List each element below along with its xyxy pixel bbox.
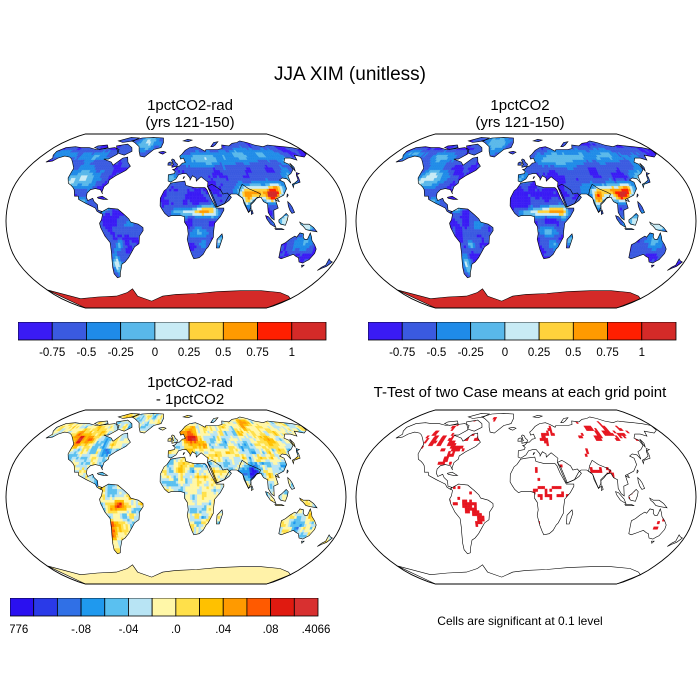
colorbar-panel-2: -0.75 -0.5 -0.25 0 0.25 0.5 0.75 1 [368, 322, 677, 359]
colorbar-swatch [436, 322, 472, 341]
colorbar-swatch [199, 598, 224, 617]
map-border [355, 409, 697, 585]
colorbar-label: -0.75 [39, 347, 65, 359]
colorbar-label: -.08 [71, 624, 91, 636]
colorbar-swatch [291, 322, 327, 341]
colorbar-swatch [246, 598, 272, 617]
colorbar-swatch [128, 598, 153, 617]
ocean [356, 410, 696, 584]
colorbar-swatch [222, 322, 258, 341]
colorbar-label: 0.5 [215, 347, 231, 359]
colorbar-label: -0.75 [389, 347, 415, 359]
colorbar-label: 0.75 [246, 347, 268, 359]
panel-2-title: 1pctCO2 (yrs 121-150) [360, 97, 680, 131]
panel-1-title: 1pctCO2-rad (yrs 121-150) [30, 97, 350, 131]
map-panel-1pctco2-rad [5, 133, 347, 309]
panel-1-title-line1: 1pctCO2-rad [30, 97, 350, 114]
significance-note: Cells are significant at 0.1 level [360, 614, 680, 628]
ocean [356, 134, 696, 308]
colorbar-swatch [538, 322, 574, 341]
panel-4-title: T-Test of two Case means at each grid po… [345, 384, 695, 401]
antarctica [396, 564, 641, 585]
colorbar-label: 1 [639, 347, 645, 359]
colorbar-swatch [10, 598, 35, 617]
coastlines [45, 137, 333, 279]
antarctica [46, 564, 291, 585]
colorbar-label: 1 [289, 347, 295, 359]
colorbar-swatch [222, 598, 248, 617]
panel-4-title-line1: T-Test of two Case means at each grid po… [345, 384, 695, 401]
colorbar-swatch [18, 322, 53, 341]
colorbar-label: .08 [263, 624, 279, 636]
antarctica [46, 288, 291, 309]
colorbar-panel-3: -.4776 -.08 -.04 .0 .04 .08 .4066 [10, 598, 331, 636]
colorbar-swatch [368, 322, 403, 341]
colorbar-swatch [607, 322, 643, 341]
colorbar-swatch [257, 322, 293, 341]
antarctica [396, 288, 641, 309]
colorbar-label: -0.5 [426, 347, 446, 359]
colorbar-swatch [270, 598, 295, 617]
colorbar-swatch [80, 598, 106, 617]
coastlines [395, 137, 683, 279]
colorbar-swatch [151, 598, 177, 617]
colorbar-label: 0 [502, 347, 508, 359]
colorbar-swatch [293, 598, 319, 617]
map-panel-1pctco2 [355, 133, 697, 309]
map-panel-difference [5, 409, 347, 585]
colorbar-label: .4066 [302, 624, 331, 636]
colorbar-label: -0.25 [108, 347, 134, 359]
colorbar-swatch [154, 322, 190, 341]
colorbar-label: 0.25 [178, 347, 200, 359]
panel-1-title-line2: (yrs 121-150) [30, 114, 350, 131]
panel-3-title-line2: - 1pctCO2 [30, 391, 350, 408]
colorbar-swatch [641, 322, 677, 341]
coastlines [395, 413, 683, 555]
colorbar-label: .04 [215, 624, 232, 636]
colorbar-swatch [104, 598, 129, 617]
panel-3-title: 1pctCO2-rad - 1pctCO2 [30, 374, 350, 408]
map-border [5, 409, 347, 585]
colorbar-swatch [470, 322, 506, 341]
colorbar-label: 0 [152, 347, 158, 359]
colorbar-label: 0.5 [565, 347, 581, 359]
map-panel-ttest [355, 409, 697, 585]
colorbar-label: -.4776 [10, 624, 28, 636]
colorbar-swatch [572, 322, 608, 341]
colorbar-panel-1: -0.75 -0.5 -0.25 0 0.25 0.5 0.75 1 [18, 322, 327, 359]
panel-3-title-line1: 1pctCO2-rad [30, 374, 350, 391]
figure-title: JJA XIM (unitless) [0, 64, 700, 86]
ocean [6, 410, 346, 584]
colorbar-label: 0.25 [528, 347, 550, 359]
ocean [6, 134, 346, 308]
colorbar-swatch [401, 322, 437, 341]
colorbar-label: -0.5 [76, 347, 96, 359]
colorbar-swatch [188, 322, 224, 341]
colorbar-swatch [33, 598, 58, 617]
coastlines [45, 413, 333, 555]
colorbar-swatch [504, 322, 540, 341]
colorbar-swatch [56, 598, 82, 617]
colorbar-label: -0.25 [458, 347, 484, 359]
colorbar-swatch [86, 322, 122, 341]
panel-2-title-line1: 1pctCO2 [360, 97, 680, 114]
colorbar-swatch [120, 322, 156, 341]
colorbar-swatch [51, 322, 87, 341]
map-border [5, 133, 347, 309]
colorbar-swatch [175, 598, 200, 617]
panel-2-title-line2: (yrs 121-150) [360, 114, 680, 131]
colorbar-label: -.04 [119, 624, 139, 636]
colorbar-label: 0.75 [596, 347, 618, 359]
map-border [355, 133, 697, 309]
colorbar-label: .0 [171, 624, 181, 636]
